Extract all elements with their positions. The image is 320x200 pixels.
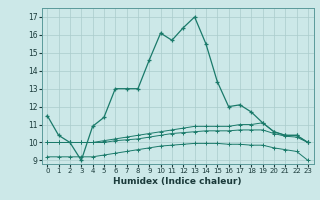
X-axis label: Humidex (Indice chaleur): Humidex (Indice chaleur) [113,177,242,186]
